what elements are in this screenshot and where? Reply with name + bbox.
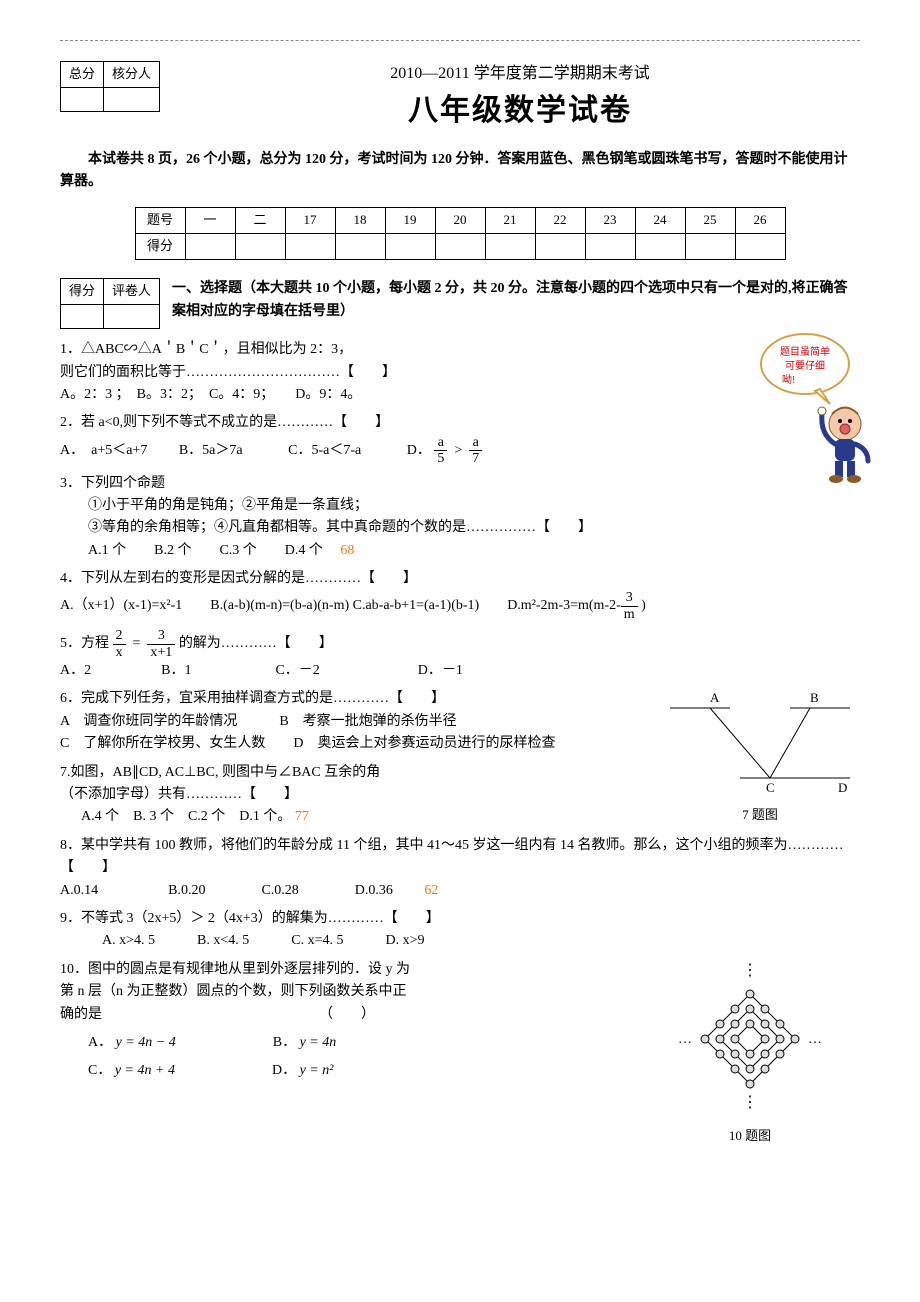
exam-subtitle: 2010—2011 学年度第二学期期末考试	[180, 61, 860, 87]
question-8: 8．某中学共有 100 教师，将他们的年龄分成 11 个组，其中 41～45 岁…	[60, 835, 860, 902]
svg-text:…: …	[678, 1032, 692, 1047]
svg-text:…: …	[808, 1032, 822, 1047]
col-label: 题号	[135, 208, 185, 234]
fraction: 2x	[113, 628, 126, 660]
question-1: 1．△ABC∽△A＇B＇C＇，且相似比为 2：3， 则它们的面积比等于………………	[60, 339, 860, 406]
svg-text:⋮: ⋮	[742, 1094, 758, 1111]
question-9: 9．不等式 3（2x+5）＞ 2（4x+3）的解集为…………【 】 A. x>4…	[60, 908, 860, 953]
figure-10-caption: 10 题图	[660, 1126, 840, 1147]
checker-label: 核分人	[104, 62, 160, 88]
title-block: 2010—2011 学年度第二学期期末考试 八年级数学试卷	[180, 61, 860, 135]
score-label: 得分	[135, 234, 185, 260]
question-7: 7.如图，AB∥CD, AC⊥BC, 则图中与∠BAC 互余的角 （不添加字母）…	[60, 762, 860, 829]
question-4: 4．下列从左到右的变形是因式分解的是…………【 】 A.（x+1）(x-1)=x…	[60, 568, 860, 622]
exam-title: 八年级数学试卷	[180, 87, 860, 135]
checker-cell	[104, 87, 160, 111]
section-1-header: 得分 评卷人 一、选择题（本大题共 10 个小题，每小题 2 分，共 20 分。…	[60, 278, 860, 329]
question-5: 5．方程 2x = 3x+1 的解为…………【 】 A．2 B．1 C．－2 D…	[60, 628, 860, 682]
fraction: 3m	[621, 590, 638, 622]
question-2: 2．若 a<0,则下列不等式不成立的是…………【 】 A． a+5＜a+7 B．…	[60, 412, 860, 466]
score-table: 题号 一 二 17 18 19 20 21 22 23 24 25 26 得分	[135, 207, 786, 260]
total-score-grid: 总分 核分人	[60, 61, 160, 112]
figure-10-svg: ⋮ ⋮ … …	[660, 959, 840, 1119]
annotation: 68	[340, 543, 354, 558]
question-3: 3．下列四个命题 ①小于平角的角是钝角；②平角是一条直线； ③等角的余角相等；④…	[60, 473, 860, 563]
score-table-header-row: 题号 一 二 17 18 19 20 21 22 23 24 25 26	[135, 208, 785, 234]
section-score-grid: 得分 评卷人	[60, 278, 160, 329]
question-6: 6．完成下列任务，宜采用抽样调查方式的是…………【 】 A 调查你班同学的年龄情…	[60, 688, 860, 755]
total-score-cell	[61, 87, 104, 111]
fraction: a7	[469, 435, 482, 467]
instructions: 本试卷共 8 页，26 个小题，总分为 120 分，考试时间为 120 分钟．答…	[60, 149, 860, 194]
header-row: 总分 核分人 2010—2011 学年度第二学期期末考试 八年级数学试卷	[60, 61, 860, 135]
page-top-divider	[60, 40, 860, 41]
score-table-value-row: 得分	[135, 234, 785, 260]
svg-text:⋮: ⋮	[742, 962, 758, 979]
fraction: a5	[434, 435, 447, 467]
fraction: 3x+1	[147, 628, 175, 660]
total-score-label: 总分	[61, 62, 104, 88]
figure-10: ⋮ ⋮ … … 10 题图	[660, 959, 840, 1147]
annotation: 77	[295, 809, 309, 824]
section-1-title: 一、选择题（本大题共 10 个小题，每小题 2 分，共 20 分。注意每小题的四…	[172, 278, 860, 323]
question-10: ⋮ ⋮ … … 10 题图 10．图中的圆点是有规律地从里到外逐层排列的．设 y…	[60, 959, 860, 1129]
annotation: 62	[424, 883, 438, 898]
